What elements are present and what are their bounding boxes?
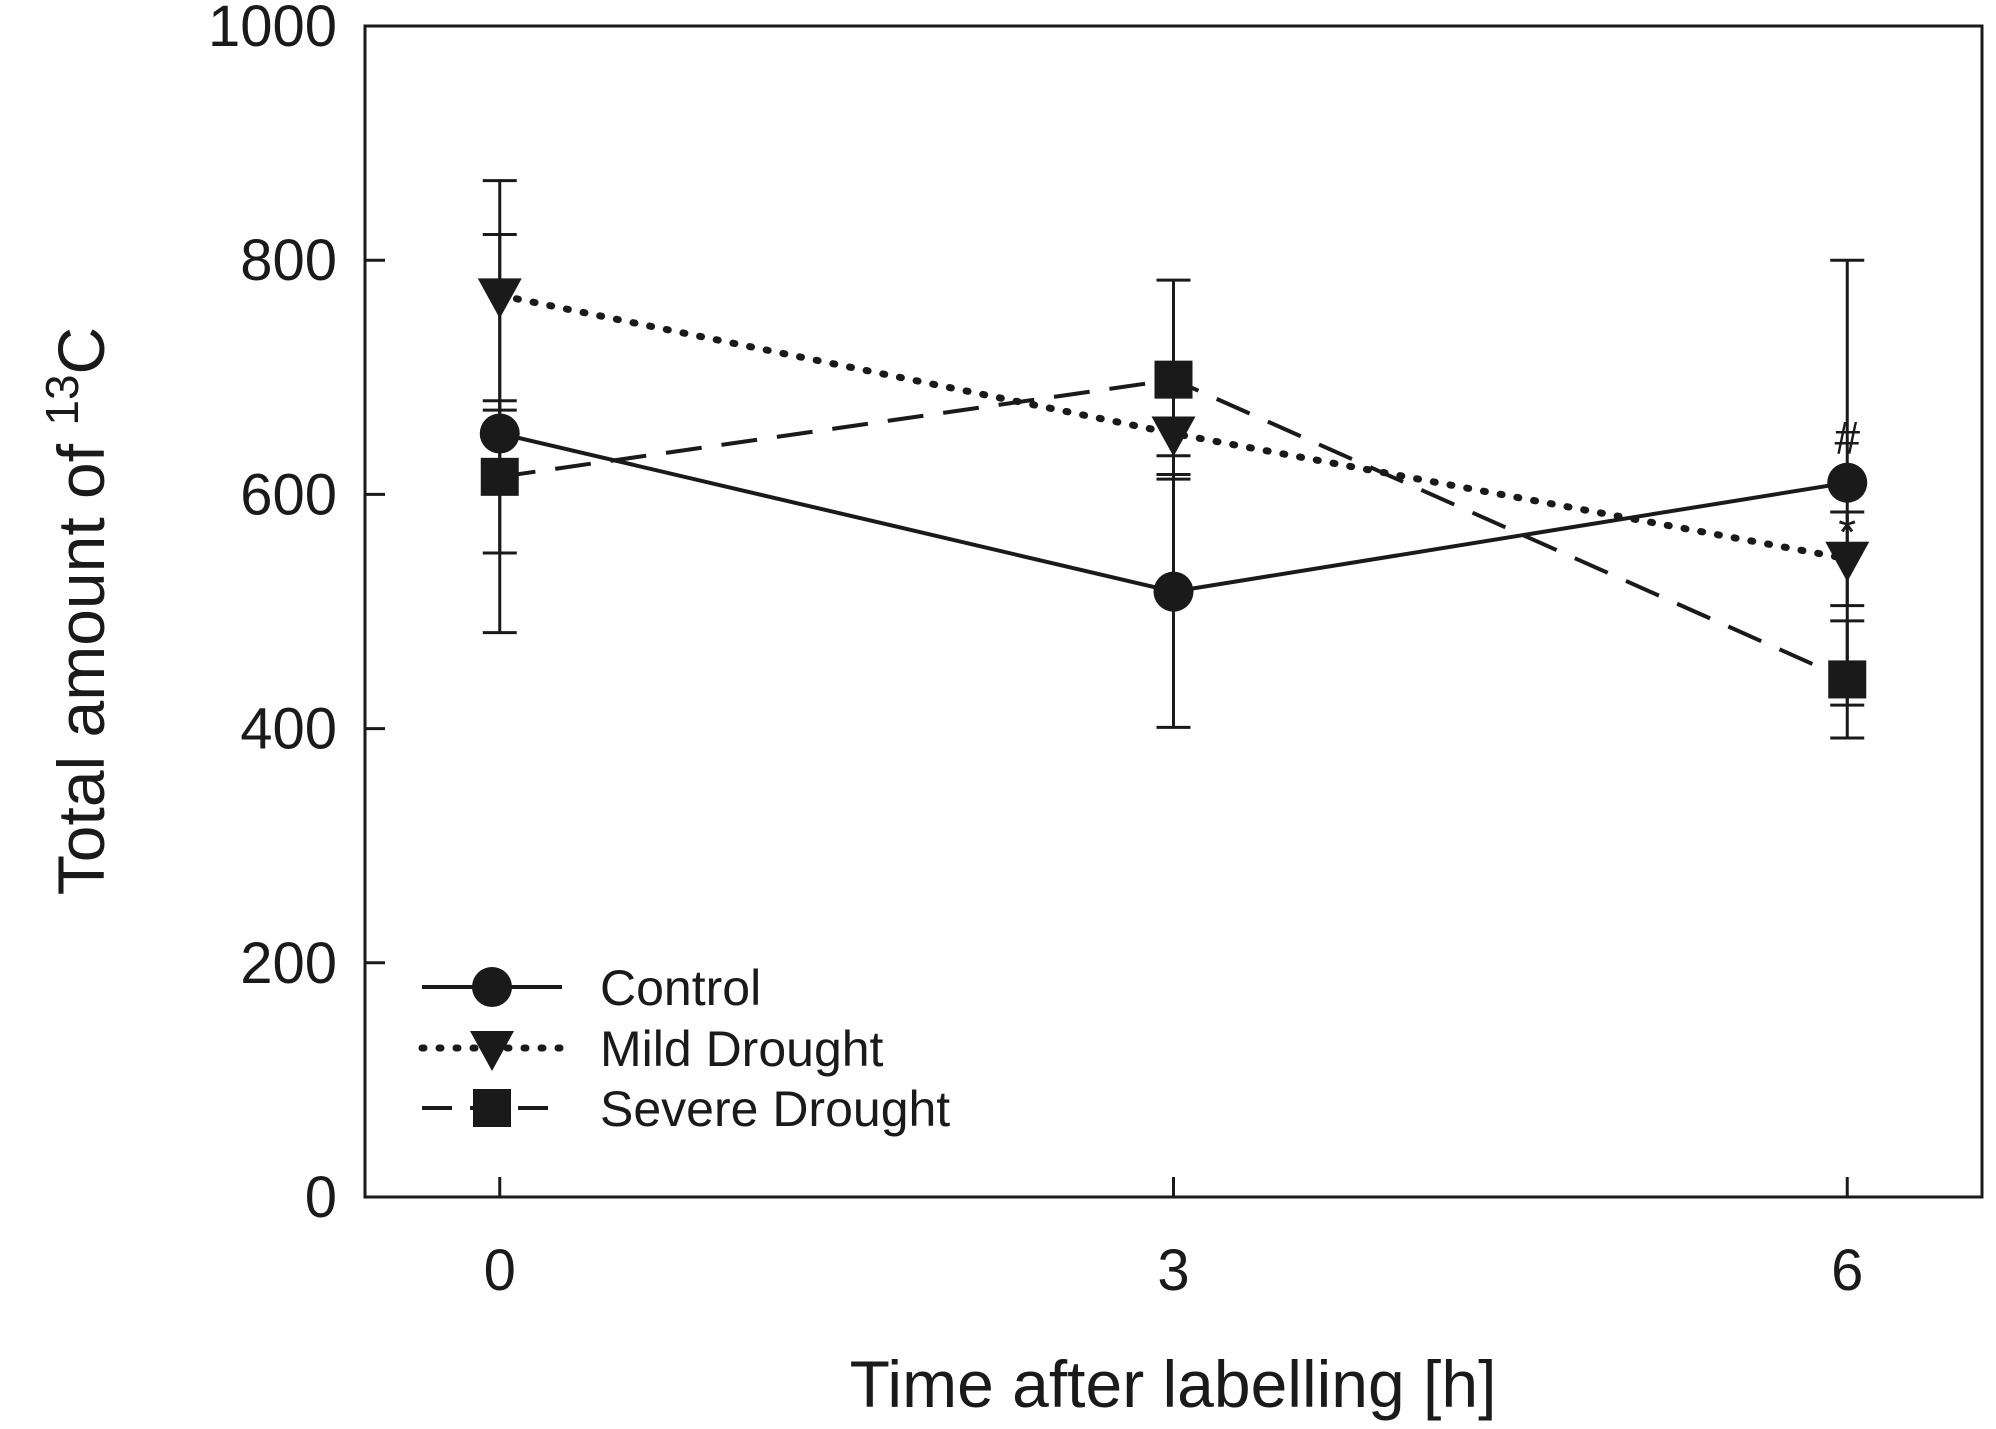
data-point-control-3 — [1153, 571, 1194, 612]
legend-label-control: Control — [600, 960, 761, 1016]
x-axis: 0 3 6 — [484, 1177, 1863, 1303]
error-bars — [482, 179, 1865, 740]
data-point-mild-drought-0 — [477, 278, 522, 319]
data-point-severe-drought-6 — [1828, 660, 1867, 699]
data-point-mild-drought-3 — [1151, 416, 1196, 457]
x-tick-label-0: 0 — [484, 1238, 516, 1303]
y-axis-title-prefix: Total amount of — [44, 426, 118, 896]
x-tick-label-6: 6 — [1831, 1238, 1863, 1303]
annotation-0: # — [1834, 412, 1860, 464]
x-axis-title: Time after labelling [h] — [850, 1347, 1497, 1421]
data-point-severe-drought-0 — [480, 457, 519, 496]
series-layer — [477, 179, 1870, 740]
data-point-severe-drought-3 — [1154, 360, 1193, 399]
data-point-control-6 — [1827, 462, 1868, 503]
y-axis-title-suffix: C — [44, 327, 118, 375]
annotation-1: * — [1838, 506, 1856, 558]
y-tick-label-1000: 1000 — [208, 0, 337, 59]
data-point-control-0 — [479, 413, 520, 454]
data-point-mild-drought-6 — [1825, 541, 1870, 582]
y-tick-label-800: 800 — [240, 228, 337, 293]
y-axis-title-superscript: 13 — [36, 374, 88, 425]
annotation-layer: #* — [1834, 412, 1860, 558]
legend-label-mild-drought: Mild Drought — [600, 1021, 884, 1077]
legend-marker-severe-drought — [473, 1089, 511, 1127]
y-axis-title: Total amount of 13C — [36, 327, 118, 895]
y-tick-label-600: 600 — [240, 462, 337, 527]
y-tick-label-200: 200 — [240, 931, 337, 996]
y-tick-label-0: 0 — [305, 1165, 337, 1230]
y-tick-label-400: 400 — [240, 697, 337, 762]
series-markers — [477, 278, 1870, 699]
legend-label-severe-drought: Severe Drought — [600, 1081, 950, 1137]
x-tick-label-3: 3 — [1157, 1238, 1189, 1303]
y-axis: 0 200 400 600 800 1000 — [208, 0, 385, 1230]
legend-marker-control — [472, 967, 512, 1007]
legend-marker-mild-drought — [470, 1031, 514, 1071]
